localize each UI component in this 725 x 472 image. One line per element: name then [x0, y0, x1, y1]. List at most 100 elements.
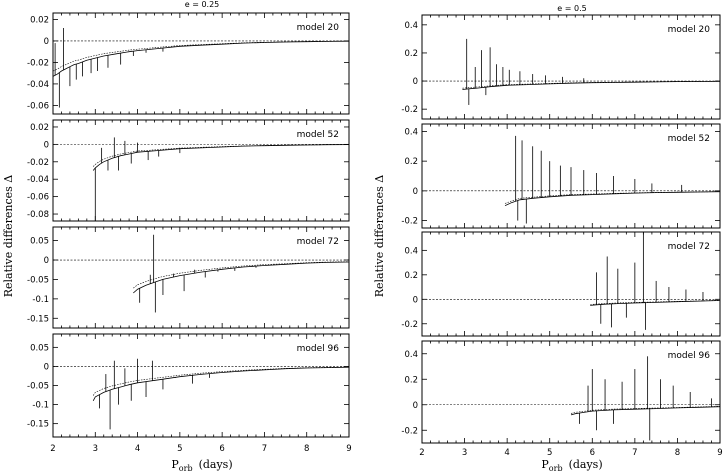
x-tick-label: 3	[93, 444, 98, 454]
x-tick-label: 8	[675, 448, 680, 458]
y-tick-label: 0	[413, 401, 418, 411]
y-tick-label: 0	[44, 140, 49, 150]
y-tick-label: -0.1	[32, 401, 49, 411]
panel-frame	[421, 231, 721, 337]
y-axis-label: Relative differences Δ	[2, 175, 15, 298]
model-label: model 96	[297, 344, 340, 354]
x-tick-label: 9	[346, 444, 351, 454]
model-label: model 52	[668, 134, 710, 144]
trend-line	[92, 144, 350, 167]
model-label: model 72	[297, 237, 339, 247]
y-tick-label: 0.2	[404, 49, 418, 59]
y-tick-label: 0.2	[404, 271, 418, 281]
y-tick-label: -0.02	[27, 158, 49, 168]
trend-line	[590, 300, 721, 305]
y-tick-label: 0.2	[404, 375, 418, 385]
y-tick-label: 0	[413, 187, 418, 197]
panel: -0.15 -0.1 -0.05 0 0.05 model 72	[27, 226, 350, 329]
model-label: model 96	[668, 351, 711, 361]
y-tick-label: 0.4	[404, 350, 418, 360]
x-axis-label-main: P	[171, 458, 179, 471]
column-title: e = 0.5	[557, 4, 586, 13]
panel-frame	[52, 12, 350, 115]
trend-line	[133, 261, 350, 289]
series-line	[570, 406, 721, 416]
x-tick-label: 6	[590, 448, 595, 458]
series-line	[133, 261, 350, 294]
x-tick-label: 4	[135, 444, 140, 454]
x-tick-label: 3	[462, 448, 467, 458]
y-tick-label: -0.04	[27, 175, 49, 185]
panel: -0.2 0 0.2 0.4 model 20	[401, 14, 721, 120]
x-tick-label: 9	[717, 448, 722, 458]
x-tick-label: 4	[504, 448, 509, 458]
y-tick-label: -0.15	[27, 420, 49, 430]
y-tick-label: 0	[44, 37, 49, 47]
model-label: model 52	[297, 130, 339, 140]
series-line	[92, 366, 350, 401]
y-tick-label: 0.05	[30, 343, 49, 353]
series-line	[462, 80, 721, 90]
y-tick-label: 0.02	[30, 123, 49, 133]
y-tick-label: -0.04	[27, 80, 49, 90]
x-axis-label-main: P	[541, 458, 549, 471]
panel-frame	[421, 123, 721, 229]
model-label: model 20	[668, 25, 711, 35]
y-tick-label: -0.2	[401, 105, 418, 115]
panel: -0.2 0 0.2 0.4 model 72	[401, 231, 721, 337]
x-tick-label: 2	[50, 444, 55, 454]
y-tick-label: -0.2	[401, 426, 418, 436]
y-tick-label: 0.2	[404, 157, 418, 167]
x-tick-label: 6	[219, 444, 224, 454]
panel: -0.2 0 0.2 0.4 model 52	[401, 123, 721, 229]
y-tick-label: -0.2	[401, 320, 418, 330]
series-line	[590, 300, 721, 306]
y-tick-label: 0.4	[404, 246, 418, 256]
y-axis-label: Relative differences Δ	[373, 175, 386, 298]
y-tick-label: -0.06	[27, 193, 49, 203]
column-e-0.5: e = 0.5 -0.2 0 0.2 0.4 model 20 -0.2 0 0.2 0.4 mo…	[373, 4, 723, 472]
y-tick-label: 0	[413, 77, 418, 87]
y-tick-label: -0.08	[27, 210, 49, 220]
y-tick-label: -0.05	[27, 382, 49, 392]
x-axis-label-unit: (days)	[199, 458, 233, 471]
y-tick-label: 0.4	[404, 127, 418, 137]
y-tick-label: 0	[413, 295, 418, 305]
x-tick-label: 7	[262, 444, 267, 454]
y-tick-label: 0.02	[30, 15, 49, 25]
panel-frame	[52, 119, 350, 222]
x-axis-label-sub: orb	[549, 464, 563, 472]
series-line	[52, 40, 350, 77]
model-label: model 20	[297, 23, 340, 33]
series-line	[92, 144, 350, 171]
x-tick-label: 8	[304, 444, 309, 454]
x-axis-label-sub: orb	[179, 464, 193, 472]
column-title: e = 0.25	[185, 0, 220, 9]
y-tick-label: 0.4	[404, 21, 418, 31]
series-line	[504, 191, 721, 207]
panel: -0.2 0 0.2 0.4 model 96	[401, 340, 721, 444]
x-axis-label: Porb (days)	[171, 458, 232, 472]
x-axis-label-unit: (days)	[569, 458, 603, 471]
y-tick-label: 0	[44, 362, 49, 372]
x-tick-label: 7	[632, 448, 637, 458]
panel: -0.15 -0.1 -0.05 0 0.05 model 96	[27, 333, 350, 438]
panel: -0.08 -0.06 -0.04 -0.02 0 0.02 model 52	[27, 119, 350, 222]
y-tick-label: -0.2	[401, 217, 418, 227]
x-tick-label: 5	[177, 444, 182, 454]
x-tick-label: 5	[547, 448, 552, 458]
panel-frame	[52, 226, 350, 329]
y-tick-label: -0.02	[27, 58, 49, 68]
panel-frame	[421, 340, 721, 444]
panel-frame	[421, 14, 721, 120]
y-tick-label: -0.06	[27, 101, 49, 111]
y-tick-label: -0.05	[27, 275, 49, 285]
x-axis-label: Porb (days)	[541, 458, 602, 472]
x-tick-label: 2	[419, 448, 424, 458]
y-tick-label: 0	[44, 256, 49, 266]
y-tick-label: -0.1	[32, 295, 49, 305]
panel: -0.06 -0.04 -0.02 0 0.02 model 20	[27, 12, 350, 115]
model-label: model 72	[668, 242, 710, 252]
